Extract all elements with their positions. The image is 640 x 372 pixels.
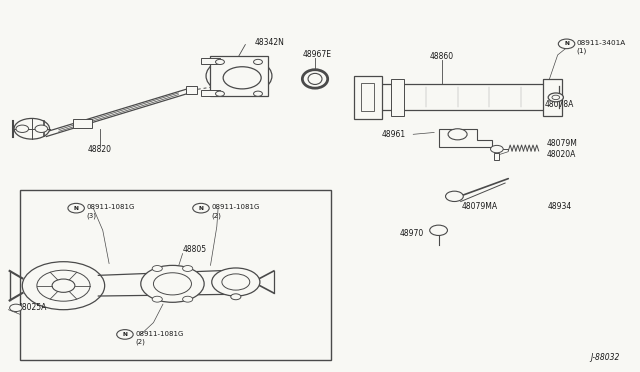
Circle shape: [231, 294, 241, 300]
Circle shape: [223, 67, 261, 89]
Text: 48820: 48820: [88, 145, 111, 154]
Circle shape: [52, 279, 75, 292]
Circle shape: [193, 203, 209, 213]
Bar: [201, 90, 220, 96]
Bar: [543, 79, 562, 116]
Text: N: N: [74, 206, 79, 211]
Bar: [73, 119, 92, 128]
Text: 08911-1081G: 08911-1081G: [135, 331, 184, 337]
Circle shape: [206, 57, 272, 95]
Text: (2): (2): [135, 339, 145, 345]
Text: N: N: [198, 206, 204, 211]
Text: 48934: 48934: [548, 202, 572, 211]
Text: J-88032: J-88032: [590, 353, 619, 362]
Bar: [20, 190, 331, 359]
Circle shape: [116, 330, 133, 339]
Circle shape: [16, 125, 29, 132]
Circle shape: [182, 266, 193, 272]
Circle shape: [216, 60, 225, 64]
Ellipse shape: [302, 70, 328, 88]
Bar: [494, 153, 499, 160]
Ellipse shape: [308, 73, 322, 84]
Circle shape: [490, 145, 503, 153]
Circle shape: [216, 91, 225, 96]
Bar: [391, 79, 404, 116]
Circle shape: [35, 125, 47, 132]
Circle shape: [445, 191, 463, 202]
Circle shape: [448, 129, 467, 140]
Text: 48079MA: 48079MA: [462, 202, 498, 211]
Circle shape: [154, 273, 191, 295]
Text: N: N: [564, 41, 569, 46]
Text: 48860: 48860: [429, 52, 454, 61]
Text: (1): (1): [577, 48, 587, 54]
Circle shape: [68, 203, 84, 213]
Bar: [201, 58, 220, 64]
Text: 48342N: 48342N: [255, 38, 285, 47]
Circle shape: [152, 266, 163, 272]
Text: (3): (3): [86, 212, 96, 219]
Text: N: N: [122, 332, 127, 337]
Circle shape: [14, 118, 49, 139]
Circle shape: [182, 296, 193, 302]
Circle shape: [548, 93, 563, 102]
Circle shape: [429, 225, 447, 235]
Text: 48961: 48961: [381, 130, 406, 139]
Circle shape: [222, 274, 250, 290]
Text: 48967E: 48967E: [303, 50, 332, 59]
Circle shape: [212, 268, 260, 296]
Text: 48970: 48970: [400, 230, 424, 238]
Circle shape: [37, 270, 90, 301]
Circle shape: [10, 304, 22, 311]
Text: 48020A: 48020A: [547, 150, 575, 159]
Bar: [361, 83, 374, 112]
Circle shape: [558, 39, 575, 49]
Text: 48079M: 48079M: [547, 139, 577, 148]
Circle shape: [552, 95, 559, 100]
Polygon shape: [438, 129, 492, 147]
Text: (2): (2): [211, 212, 221, 219]
Bar: [354, 76, 381, 119]
Text: 08911-3401A: 08911-3401A: [577, 40, 626, 46]
Text: 08911-1081G: 08911-1081G: [211, 205, 259, 211]
Bar: [186, 86, 196, 94]
Circle shape: [152, 296, 163, 302]
Circle shape: [253, 91, 262, 96]
Text: 48025A: 48025A: [17, 303, 47, 312]
Circle shape: [22, 262, 105, 310]
Text: 48805: 48805: [182, 246, 207, 254]
Bar: [211, 56, 268, 96]
Text: 08911-1081G: 08911-1081G: [86, 205, 134, 211]
Circle shape: [253, 60, 262, 64]
Circle shape: [141, 265, 204, 302]
Text: 48078A: 48078A: [545, 100, 574, 109]
